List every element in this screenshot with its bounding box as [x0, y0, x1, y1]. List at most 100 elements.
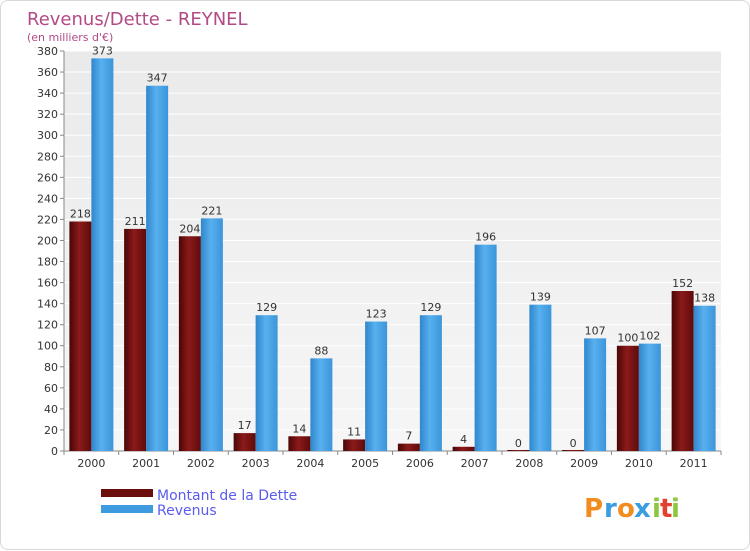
y-tick-label: 0 — [51, 445, 58, 458]
logo-letter: r — [604, 494, 617, 524]
data-label-dette: 7 — [405, 430, 412, 443]
data-label-dette: 211 — [125, 215, 146, 228]
x-tick-label: 2008 — [515, 457, 543, 470]
bar-dette — [507, 450, 530, 451]
logo-letter: P — [584, 494, 603, 524]
bar-revenus — [365, 321, 388, 451]
legend-swatch-revenus — [101, 505, 153, 513]
bar-dette — [452, 446, 475, 451]
bar-dette — [397, 443, 420, 451]
logo-letter: o — [617, 494, 635, 524]
data-label-revenus: 123 — [366, 308, 387, 321]
data-label-revenus: 102 — [639, 330, 660, 343]
data-label-revenus: 129 — [420, 301, 441, 314]
y-tick-label: 320 — [37, 108, 58, 121]
x-tick-label: 2000 — [77, 457, 105, 470]
legend: Montant de la Dette Revenus — [101, 488, 297, 519]
x-tick-label: 2011 — [680, 457, 708, 470]
y-tick-label: 340 — [37, 87, 58, 100]
y-tick-label: 200 — [37, 234, 58, 247]
x-tick-label: 2004 — [296, 457, 324, 470]
bar-dette — [343, 439, 366, 451]
data-label-revenus: 88 — [314, 344, 328, 357]
x-tick-label: 2007 — [461, 457, 489, 470]
x-tick-label: 2003 — [242, 457, 270, 470]
data-label-revenus: 138 — [694, 292, 715, 305]
logo-letter: i — [671, 494, 680, 524]
data-label-dette: 218 — [70, 208, 91, 221]
data-label-revenus: 221 — [201, 204, 222, 217]
y-tick-label: 180 — [37, 256, 58, 269]
data-label-revenus: 196 — [475, 231, 496, 244]
y-tick-label: 360 — [37, 66, 58, 79]
chart-subtitle: (en milliers d'€) — [27, 31, 113, 44]
legend-swatch-debt — [101, 489, 153, 497]
legend-label-debt: Montant de la Dette — [157, 488, 297, 504]
bar-revenus — [255, 315, 278, 451]
y-tick-label: 120 — [37, 319, 58, 332]
bar-revenus — [529, 304, 552, 451]
data-label-dette: 0 — [570, 437, 577, 450]
data-label-dette: 14 — [292, 422, 306, 435]
data-label-dette: 0 — [515, 437, 522, 450]
y-tick-label: 20 — [44, 424, 58, 437]
bars — [69, 58, 716, 452]
x-tick-label: 2001 — [132, 457, 160, 470]
bar-revenus — [584, 338, 607, 451]
data-label-revenus: 373 — [92, 44, 113, 57]
bar-revenus — [200, 218, 223, 451]
y-tick-label: 80 — [44, 361, 58, 374]
data-label-revenus: 129 — [256, 301, 277, 314]
bar-revenus — [146, 85, 169, 451]
bar-dette — [69, 221, 92, 451]
logo-letter: i — [652, 494, 661, 524]
bar-dette — [124, 228, 147, 451]
data-label-dette: 204 — [179, 222, 200, 235]
x-axis: 2000 2001 2002 2003 2004 2005 2006 2007 2008 2009… — [63, 450, 722, 470]
y-tick-label: 220 — [37, 213, 58, 226]
data-label-dette: 17 — [238, 419, 252, 432]
legend-label-revenus: Revenus — [157, 503, 217, 519]
bar-revenus — [91, 58, 114, 452]
x-tick-label: 2005 — [351, 457, 379, 470]
x-tick-label: 2006 — [406, 457, 434, 470]
y-tick-label: 160 — [37, 277, 58, 290]
data-label-revenus: 107 — [585, 324, 606, 337]
data-label-revenus: 347 — [147, 72, 168, 85]
plot-area — [64, 51, 721, 451]
bar-dette — [288, 436, 311, 451]
logo-letter: t — [660, 494, 672, 524]
bar-revenus — [474, 244, 497, 451]
bar-revenus — [310, 358, 333, 451]
data-label-dette: 152 — [672, 277, 693, 290]
y-tick-label: 60 — [44, 382, 58, 395]
data-label-revenus: 139 — [530, 291, 551, 304]
bar-revenus — [638, 343, 661, 451]
logo-letter: x — [634, 494, 651, 524]
y-axis: 0 20 40 60 80 100 120 140 160 180 200 220 240 260 280 3… — [37, 45, 65, 458]
y-tick-label: 280 — [37, 150, 58, 163]
bar-dette — [178, 236, 201, 451]
data-label-dette: 4 — [460, 433, 467, 446]
y-tick-label: 140 — [37, 298, 58, 311]
bar-dette — [616, 345, 639, 451]
bar-dette — [233, 433, 256, 451]
bar-revenus — [419, 315, 442, 451]
y-tick-label: 380 — [37, 45, 58, 58]
y-tick-label: 260 — [37, 171, 58, 184]
y-tick-label: 40 — [44, 403, 58, 416]
data-label-dette: 100 — [617, 332, 638, 345]
bar-dette — [562, 450, 585, 451]
bar-dette — [671, 291, 694, 451]
x-tick-label: 2002 — [187, 457, 215, 470]
bar-revenus — [693, 305, 716, 451]
y-tick-label: 240 — [37, 192, 58, 205]
gridlines — [64, 50, 721, 431]
y-tick-label: 100 — [37, 340, 58, 353]
chart-title: Revenus/Dette - REYNEL — [27, 9, 248, 30]
x-tick-label: 2009 — [570, 457, 598, 470]
y-tick-label: 300 — [37, 129, 58, 142]
